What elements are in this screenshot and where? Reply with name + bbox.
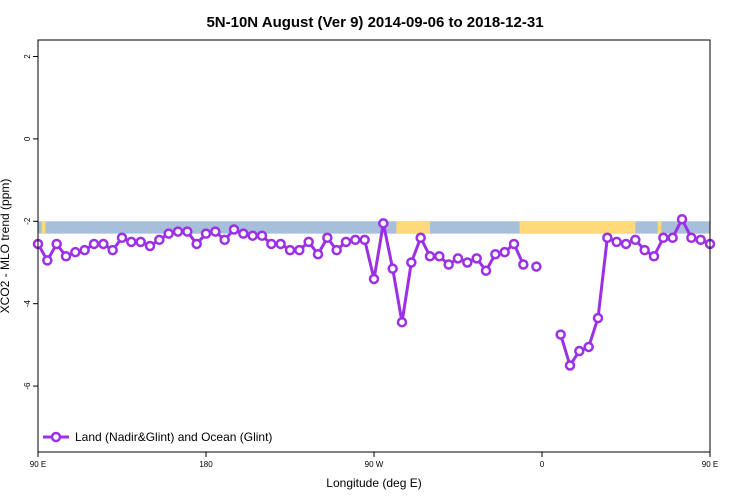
data-point bbox=[275, 238, 286, 250]
x-tick-label: 180 bbox=[199, 460, 213, 469]
data-point bbox=[294, 244, 305, 256]
data-point bbox=[51, 238, 62, 250]
data-point bbox=[648, 251, 660, 262]
data-point bbox=[191, 238, 202, 250]
data-point bbox=[452, 253, 464, 264]
data-point bbox=[182, 226, 193, 237]
data-point bbox=[518, 259, 529, 270]
data-point bbox=[154, 234, 165, 246]
data-point bbox=[387, 263, 398, 274]
legend-entry: Land (Nadir&Glint) and Ocean (Glint) bbox=[75, 430, 272, 444]
data-point bbox=[508, 238, 520, 250]
data-point bbox=[620, 238, 632, 250]
data-point bbox=[88, 238, 100, 250]
data-point bbox=[443, 259, 454, 270]
data-point bbox=[350, 234, 361, 246]
data-point bbox=[695, 234, 706, 246]
y-tick-label: -6 bbox=[23, 382, 32, 390]
data-point bbox=[555, 329, 566, 340]
land-region bbox=[657, 221, 662, 234]
data-point bbox=[312, 248, 324, 260]
data-point bbox=[219, 234, 230, 246]
data-point bbox=[658, 232, 669, 244]
data-point bbox=[322, 232, 333, 244]
data-point bbox=[490, 248, 501, 260]
x-axis-ticks: 90 E 180 90 W 0 90 E bbox=[30, 452, 718, 469]
data-point bbox=[415, 232, 426, 244]
data-point bbox=[256, 230, 268, 241]
data-point bbox=[639, 244, 650, 256]
y-tick-label: -4 bbox=[23, 300, 32, 308]
data-point bbox=[331, 244, 342, 256]
data-point bbox=[266, 238, 277, 250]
data-point bbox=[434, 251, 445, 262]
data-point bbox=[676, 213, 688, 225]
data-point bbox=[247, 230, 258, 241]
y-tick-label: 0 bbox=[23, 136, 32, 141]
data-point bbox=[378, 218, 389, 229]
data-point bbox=[303, 236, 314, 248]
data-point bbox=[340, 236, 352, 248]
data-point bbox=[471, 253, 482, 264]
data-point bbox=[630, 234, 641, 246]
x-tick-label: 90 W bbox=[365, 460, 384, 469]
land-region bbox=[396, 221, 430, 234]
data-point bbox=[592, 312, 604, 324]
data-point bbox=[499, 246, 510, 258]
data-point bbox=[126, 236, 137, 248]
data-point bbox=[42, 255, 53, 266]
data-point bbox=[667, 232, 678, 244]
data-point bbox=[144, 240, 156, 252]
data-point bbox=[210, 226, 221, 237]
data-point bbox=[70, 246, 81, 258]
data-point bbox=[424, 251, 436, 262]
y-tick-label: -2 bbox=[23, 217, 32, 225]
series-layer bbox=[32, 213, 716, 371]
data-point bbox=[531, 261, 542, 272]
data-point bbox=[238, 228, 249, 239]
data-point bbox=[107, 244, 118, 256]
x-tick-label: 0 bbox=[540, 460, 545, 469]
data-point bbox=[79, 244, 90, 256]
y-axis-ticks: 2 0 -2 -4 -6 bbox=[23, 54, 38, 390]
data-point bbox=[462, 257, 473, 268]
data-point bbox=[686, 232, 697, 244]
data-point bbox=[163, 228, 174, 239]
data-point bbox=[116, 232, 128, 244]
land-region bbox=[41, 221, 46, 234]
plot-frame bbox=[37, 39, 711, 453]
data-point bbox=[611, 236, 622, 248]
x-tick-label: 90 E bbox=[30, 460, 46, 469]
legend: Land (Nadir&Glint) and Ocean (Glint) bbox=[43, 430, 272, 444]
land-ocean-band bbox=[38, 221, 710, 234]
data-point bbox=[480, 265, 492, 276]
data-point bbox=[98, 238, 109, 250]
data-point bbox=[135, 236, 146, 248]
chart-title: 5N-10N August (Ver 9) 2014-09-06 to 2018… bbox=[206, 14, 543, 31]
data-point bbox=[368, 273, 380, 285]
land-region bbox=[519, 221, 636, 234]
legend-marker bbox=[50, 431, 62, 443]
data-point bbox=[60, 251, 72, 262]
series-line bbox=[36, 221, 525, 324]
data-point bbox=[583, 341, 594, 353]
data-point bbox=[359, 234, 370, 246]
data-point bbox=[200, 228, 212, 239]
data-point bbox=[574, 345, 585, 357]
x-tick-label: 90 E bbox=[702, 460, 718, 469]
data-point bbox=[602, 232, 613, 244]
data-point bbox=[228, 224, 240, 235]
data-point bbox=[396, 316, 408, 328]
y-tick-label: 2 bbox=[23, 54, 32, 59]
data-point bbox=[172, 226, 184, 237]
x-axis-label: Longitude (deg E) bbox=[326, 476, 421, 490]
data-point bbox=[564, 360, 576, 371]
data-point bbox=[284, 244, 296, 256]
data-point bbox=[406, 257, 417, 268]
y-axis-label: XCO2 - MLO trend (ppm) bbox=[0, 179, 12, 314]
